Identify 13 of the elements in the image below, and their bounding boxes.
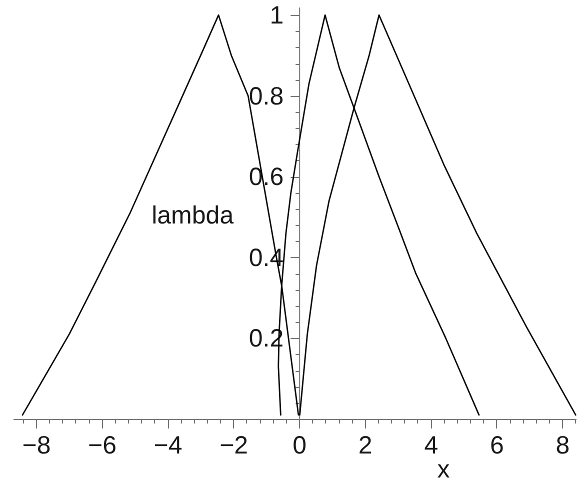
y-axis-title: lambda (152, 202, 234, 230)
x-axis-title: x (437, 456, 450, 482)
x-tick-label: 6 (490, 432, 504, 460)
x-tick-label: −8 (22, 432, 51, 460)
x-tick-label: 4 (424, 432, 438, 460)
x-tick-label: −4 (154, 432, 182, 460)
x-tick-label: 2 (358, 432, 372, 460)
x-tick-label: 8 (556, 432, 570, 460)
y-tick-label: 0.8 (248, 82, 284, 110)
y-tick-label: 1 (270, 2, 284, 30)
x-tick-label: 0 (292, 432, 307, 460)
x-tick-label: −2 (220, 432, 248, 460)
x-tick-label: −6 (88, 432, 117, 460)
